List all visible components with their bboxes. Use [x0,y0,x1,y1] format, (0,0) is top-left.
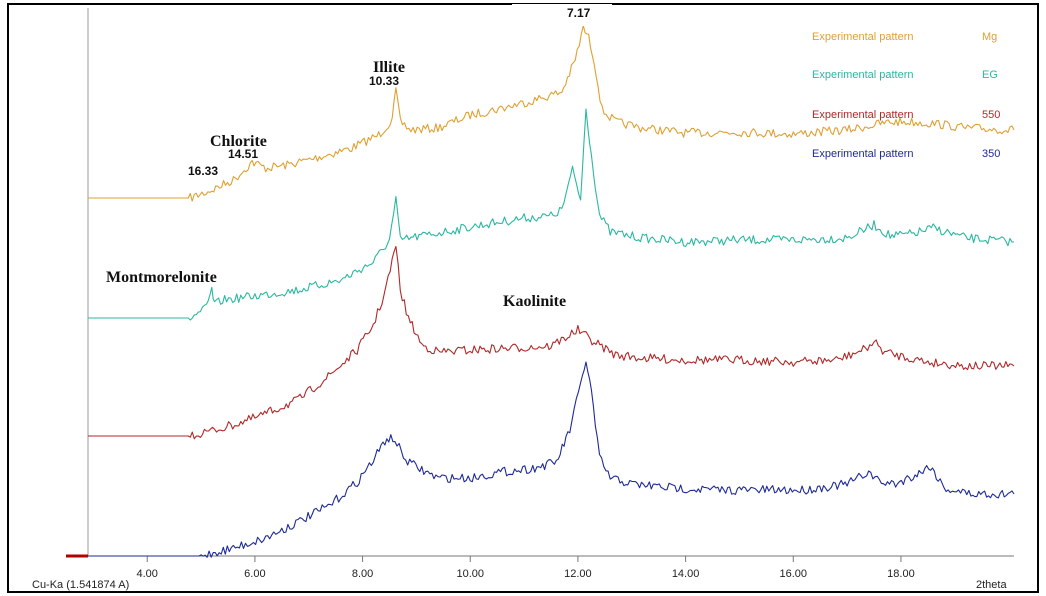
x-tick-label: 10.00 [456,568,484,580]
annotation-chlorite: Chlorite [210,133,267,150]
annotation-kaolinite: Kaolinite [503,293,566,310]
legend-item-mg: Experimental pattern Mg [812,31,997,43]
x-tick-label: 12.00 [564,568,592,580]
legend-item-eg: Experimental pattern EG [812,69,998,81]
x-axis-ticks: 4.00 6.00 8.00 10.00 12.00 14.00 16.00 18.00 [137,556,915,580]
x-tick-label: 8.00 [352,568,373,580]
annotation-chlorite-d: 14.51 [228,147,258,161]
legend-item-550: Experimental pattern 550 [812,109,1000,121]
x-tick-label: 14.00 [672,568,700,580]
legend: Experimental pattern Mg Experimental pat… [812,31,1000,160]
legend-item-mg-pattern: Experimental pattern [812,31,914,43]
legend-item-eg-name: EG [982,69,998,81]
peak-label-background [512,4,612,26]
annotation-illite-d: 10.33 [369,74,399,88]
series-line-mg [88,25,1015,202]
legend-item-350-pattern: Experimental pattern [812,148,914,160]
series-line-eg [88,108,1014,321]
legend-item-350-name: 350 [982,148,1000,160]
annotation-montmorelonite: Montmorelonite [106,269,217,286]
legend-item-550-pattern: Experimental pattern [812,109,914,121]
legend-item-550-name: 550 [982,109,1000,121]
series-lines [88,25,1015,558]
x-tick-label: 18.00 [887,568,915,580]
radiation-label: Cu-Ka (1.541874 A) [32,579,129,591]
series-line-350 [88,361,1015,558]
legend-item-eg-pattern: Experimental pattern [812,69,914,81]
annotations: Chlorite 14.51 16.33 Illite 10.33 7.17 M… [106,4,612,310]
x-axis-label: 2theta [976,579,1007,591]
annotation-chlorite-d2: 16.33 [188,164,218,178]
series-line-550 [88,245,1015,440]
legend-item-mg-name: Mg [982,31,997,43]
annotation-illite: Illite [373,59,405,76]
x-tick-label: 6.00 [244,568,265,580]
annotation-kaolinite-peak-d: 7.17 [567,6,591,20]
x-tick-label: 4.00 [137,568,158,580]
legend-item-350: Experimental pattern 350 [812,148,1000,160]
x-tick-label: 16.00 [780,568,808,580]
